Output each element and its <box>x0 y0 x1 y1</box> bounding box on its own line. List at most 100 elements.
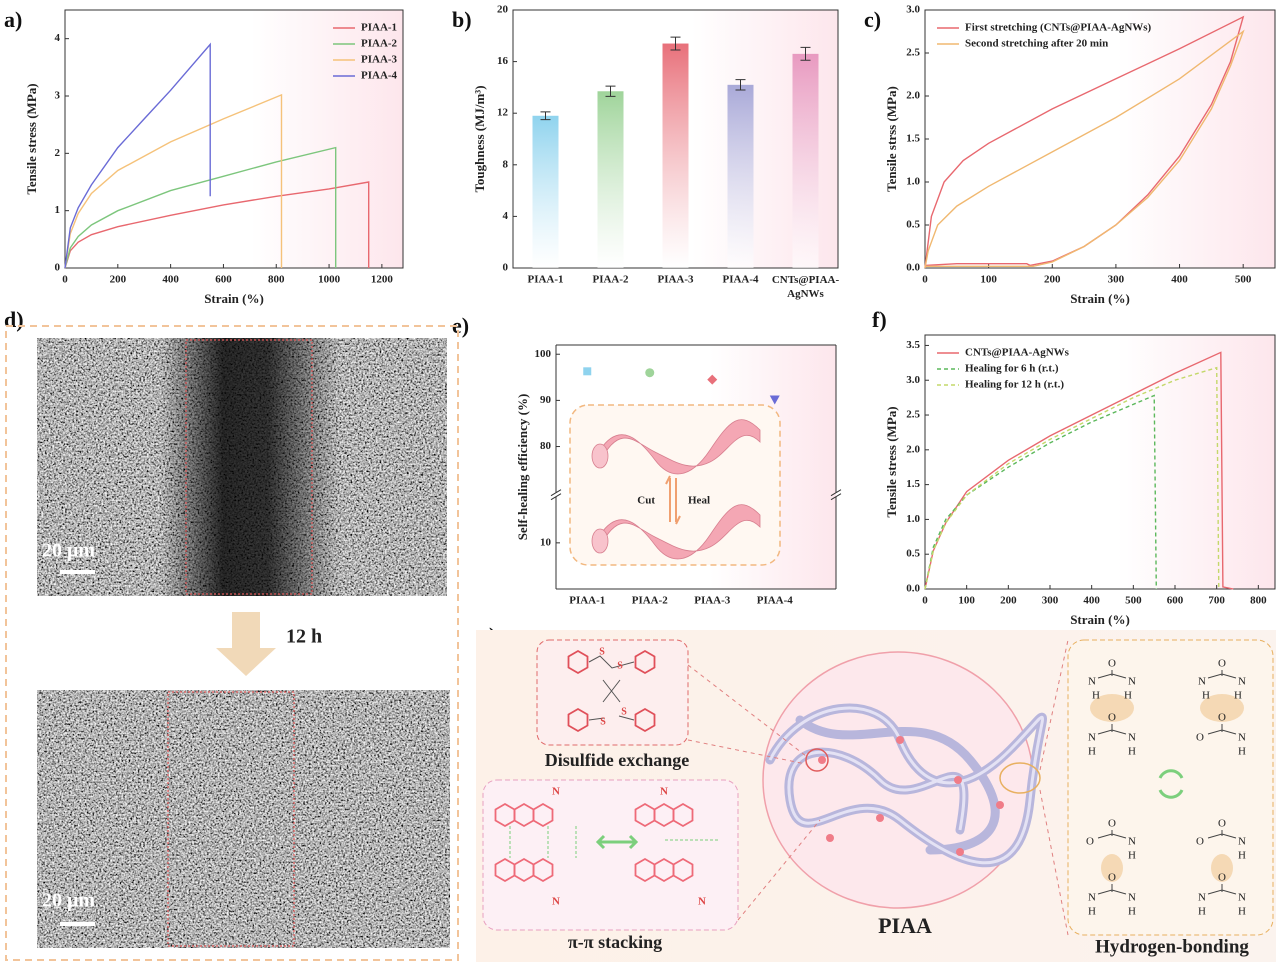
x-tick-label: PIAA-4 <box>722 274 759 286</box>
ring <box>567 649 589 675</box>
panel-label: c) <box>864 7 881 32</box>
y-tick-label: 100 <box>535 348 552 360</box>
atom: N <box>1128 732 1136 744</box>
scheme-title: π-π stacking <box>568 932 662 952</box>
network-circle <box>762 651 1034 909</box>
atom: H <box>1128 746 1136 758</box>
atom: N <box>1088 892 1096 904</box>
legend-label: CNTs@PIAA-AgNWs <box>965 347 1070 359</box>
y-tick-label: 2.5 <box>906 409 920 421</box>
atom: O <box>1196 732 1204 744</box>
line-series <box>924 366 1220 590</box>
panel-label: a) <box>4 7 22 32</box>
panel-d-frame <box>5 325 459 961</box>
axis-break <box>830 493 842 501</box>
y-tick-label: 1.0 <box>906 513 920 525</box>
plot-bg <box>65 10 403 268</box>
x-tick-label: 300 <box>1108 274 1125 286</box>
atom: H <box>1128 906 1136 918</box>
cycle-arrows <box>1158 769 1184 799</box>
polymer-tubes-highlight <box>768 706 1044 865</box>
hbond-lines <box>1097 670 1127 735</box>
bar <box>597 91 624 269</box>
atom: O <box>1086 836 1094 848</box>
y-tick-label: 1 <box>55 204 61 216</box>
hbond-glow <box>1101 854 1123 882</box>
legend-label: PIAA-2 <box>361 38 398 50</box>
bar <box>792 53 819 268</box>
x-tick-label: 500 <box>1235 274 1252 286</box>
legend-label: Second stretching after 20 min <box>965 38 1108 50</box>
plot-bg <box>925 10 1275 268</box>
region-box <box>185 339 313 595</box>
legend-label: Healing for 12 h (r.t.) <box>965 379 1064 391</box>
y-tick-label: 20 <box>497 4 509 16</box>
legend-label: First stretching (CNTs@PIAA-AgNWs) <box>965 22 1152 34</box>
x-tick-label: CNTs@PIAA-AgNWs <box>772 274 840 300</box>
y-tick-label: 90 <box>540 394 552 406</box>
y-axis-label: Tensile stress (MPa) <box>884 406 899 517</box>
atom: H <box>1088 906 1096 918</box>
atom: S <box>600 716 606 727</box>
ring <box>634 707 656 733</box>
panel-label: b) <box>452 7 472 32</box>
ribbon <box>599 504 761 560</box>
hbond-glow <box>1211 854 1233 882</box>
y-tick-label: 1.5 <box>906 478 920 490</box>
atom: O <box>1218 872 1226 884</box>
hbond-lines <box>1097 830 1127 895</box>
atom: N <box>552 786 560 798</box>
line-series <box>64 146 337 269</box>
error-bar <box>800 46 811 61</box>
panel-label: f) <box>872 307 887 332</box>
y-tick-label: 2.0 <box>906 443 920 455</box>
region-box <box>167 691 295 947</box>
y-tick-label: 10 <box>540 536 552 548</box>
x-tick-label: 100 <box>980 274 997 286</box>
micrograph <box>37 690 450 948</box>
x-axis-label: Strain (%) <box>1070 291 1130 306</box>
atom: N <box>1088 676 1096 688</box>
atom: H <box>1124 690 1132 702</box>
crosslink <box>818 756 826 764</box>
atom: O <box>1108 712 1116 724</box>
inset-label: Cut <box>637 495 655 507</box>
line-series <box>64 181 370 269</box>
y-tick-label: 16 <box>497 55 509 67</box>
hbond-lines <box>1207 670 1237 735</box>
x-tick-label: 200 <box>1044 274 1061 286</box>
atom: O <box>1108 818 1116 830</box>
scale-label: 20 μm <box>42 890 95 912</box>
plot-frame <box>64 9 404 269</box>
crosslink <box>954 776 962 784</box>
x-tick-label: 200 <box>110 274 127 286</box>
bar <box>532 115 559 268</box>
exchange-arrow <box>595 834 639 850</box>
hbond-lines <box>1207 830 1237 895</box>
atom: N <box>698 896 706 908</box>
y-tick-label: 3.5 <box>906 339 920 351</box>
plot-frame <box>924 334 1276 590</box>
ring <box>672 802 694 828</box>
x-tick-label: 400 <box>1171 274 1188 286</box>
zoom-mark <box>805 748 829 772</box>
y-tick-label: 4 <box>503 210 509 222</box>
atom: H <box>1238 746 1246 758</box>
line-series <box>924 15 1245 269</box>
line-series <box>64 42 211 269</box>
axis-break <box>550 489 562 497</box>
ribbon-end <box>591 443 609 469</box>
atom: H <box>1128 850 1136 862</box>
crosslink <box>996 801 1004 809</box>
y-tick-label: 0.5 <box>906 219 920 231</box>
line-series <box>924 394 1157 590</box>
atom: N <box>552 896 560 908</box>
x-tick-label: 0 <box>62 274 68 286</box>
y-tick-label: 1.0 <box>906 176 920 188</box>
y-tick-label: 0.0 <box>906 583 920 595</box>
ring <box>634 649 656 675</box>
atom: S <box>599 646 605 657</box>
atom: H <box>1198 906 1206 918</box>
scheme-title: Disulfide exchange <box>545 750 690 770</box>
y-tick-label: 2.0 <box>906 90 920 102</box>
